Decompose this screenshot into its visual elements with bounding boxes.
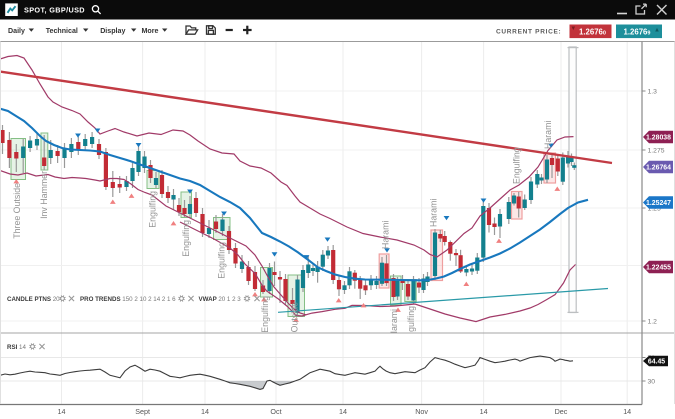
svg-text:1.275: 1.275	[648, 147, 665, 154]
svg-text:14: 14	[201, 407, 209, 416]
svg-text:1.3: 1.3	[648, 88, 658, 95]
svg-text:VWAP 20 1 2 3: VWAP 20 1 2 3	[199, 296, 242, 303]
svg-text:1.26769: 1.26769	[624, 27, 651, 36]
svg-text:Engulfing: Engulfing	[512, 147, 522, 184]
svg-text:14: 14	[339, 407, 347, 416]
svg-text:14: 14	[480, 407, 488, 416]
svg-text:Technical: Technical	[46, 27, 78, 35]
svg-text:Engulfing: Engulfing	[260, 296, 270, 333]
svg-text:Harami: Harami	[543, 121, 553, 149]
svg-text:SPOT, GBP/USD: SPOT, GBP/USD	[24, 6, 85, 15]
svg-text:PRO TRENDS 150 2 10 2 14 2 1 6: PRO TRENDS 150 2 10 2 14 2 1 6	[80, 296, 176, 303]
svg-text:64.45: 64.45	[648, 358, 665, 365]
svg-text:1.25: 1.25	[648, 205, 661, 212]
svg-text:Three Outside: Three Outside	[290, 302, 300, 358]
svg-text:More: More	[142, 27, 159, 35]
svg-text:1.25247: 1.25247	[646, 200, 671, 207]
svg-text:1.28038: 1.28038	[646, 134, 671, 141]
svg-text:Dec: Dec	[555, 407, 568, 416]
svg-text:14: 14	[58, 407, 66, 416]
svg-text:1.2: 1.2	[648, 318, 658, 325]
svg-text:Sept: Sept	[135, 407, 150, 416]
svg-text:Daily: Daily	[8, 27, 25, 35]
svg-text:1.26764: 1.26764	[646, 164, 671, 171]
svg-text:14: 14	[623, 407, 631, 416]
svg-text:Engulfing: Engulfing	[406, 306, 416, 343]
svg-text:Engulfing: Engulfing	[148, 191, 158, 228]
svg-text:Engulfing: Engulfing	[217, 242, 227, 279]
svg-text:1.26760: 1.26760	[579, 27, 606, 36]
svg-text:Harami: Harami	[429, 199, 439, 227]
svg-text:Harami: Harami	[389, 309, 399, 337]
svg-text:CURRENT PRICE:: CURRENT PRICE:	[496, 29, 561, 36]
svg-text:Harami: Harami	[381, 221, 391, 249]
svg-text:Nov: Nov	[415, 407, 428, 416]
svg-text:Three Outside: Three Outside	[12, 183, 22, 239]
svg-text:30: 30	[648, 378, 656, 385]
svg-text:Inv Hammer: Inv Hammer	[39, 171, 49, 219]
svg-text:RSI 14: RSI 14	[7, 344, 26, 351]
svg-text:CANDLE PTNS 20: CANDLE PTNS 20	[7, 296, 60, 303]
svg-text:Oct: Oct	[270, 407, 281, 416]
svg-text:Display: Display	[100, 27, 125, 35]
svg-text:1.22455: 1.22455	[646, 264, 671, 271]
svg-text:Engulfing: Engulfing	[181, 220, 191, 257]
